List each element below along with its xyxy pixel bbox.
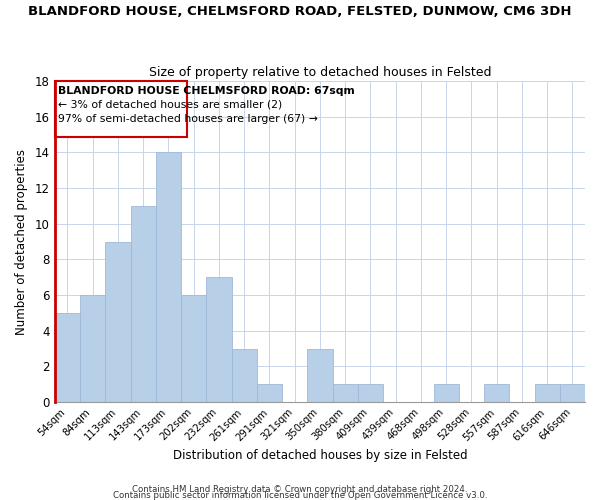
Bar <box>307 348 332 402</box>
Text: Contains public sector information licensed under the Open Government Licence v3: Contains public sector information licen… <box>113 490 487 500</box>
Bar <box>232 348 257 402</box>
Title: Size of property relative to detached houses in Felsted: Size of property relative to detached ho… <box>149 66 491 78</box>
Text: ← 3% of detached houses are smaller (2): ← 3% of detached houses are smaller (2) <box>58 100 283 110</box>
Text: BLANDFORD HOUSE CHELMSFORD ROAD: 67sqm: BLANDFORD HOUSE CHELMSFORD ROAD: 67sqm <box>58 86 355 96</box>
Bar <box>131 206 156 402</box>
Bar <box>55 313 80 402</box>
Bar <box>106 242 131 402</box>
Text: BLANDFORD HOUSE, CHELMSFORD ROAD, FELSTED, DUNMOW, CM6 3DH: BLANDFORD HOUSE, CHELMSFORD ROAD, FELSTE… <box>28 5 572 18</box>
Bar <box>535 384 560 402</box>
Text: 97% of semi-detached houses are larger (67) →: 97% of semi-detached houses are larger (… <box>58 114 318 124</box>
Bar <box>156 152 181 402</box>
Bar <box>80 295 106 402</box>
Bar <box>257 384 282 402</box>
Y-axis label: Number of detached properties: Number of detached properties <box>15 148 28 334</box>
FancyBboxPatch shape <box>55 81 187 137</box>
Bar <box>484 384 509 402</box>
X-axis label: Distribution of detached houses by size in Felsted: Distribution of detached houses by size … <box>173 450 467 462</box>
Bar <box>181 295 206 402</box>
Text: Contains HM Land Registry data © Crown copyright and database right 2024.: Contains HM Land Registry data © Crown c… <box>132 484 468 494</box>
Bar <box>560 384 585 402</box>
Bar <box>206 277 232 402</box>
Bar <box>358 384 383 402</box>
Bar <box>434 384 459 402</box>
Bar <box>332 384 358 402</box>
